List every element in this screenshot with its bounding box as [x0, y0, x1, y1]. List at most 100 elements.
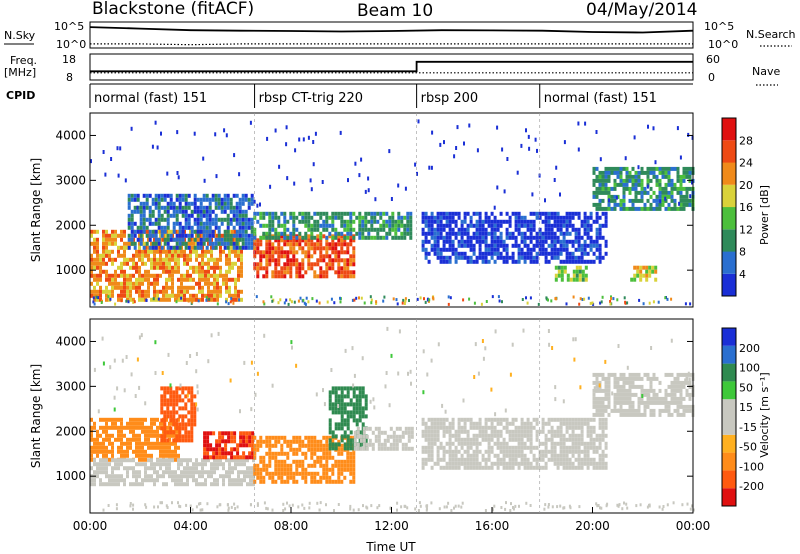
data-cell — [163, 225, 167, 230]
data-cell — [670, 178, 674, 183]
data-cell — [353, 438, 357, 443]
data-cell — [172, 390, 176, 395]
data-cell — [640, 182, 644, 187]
data-cell — [526, 437, 530, 442]
data-cell — [517, 441, 521, 446]
data-cell — [175, 394, 179, 399]
data-cell — [208, 229, 212, 234]
data-cell — [328, 455, 332, 460]
data-cell — [478, 441, 482, 446]
data-cell — [640, 178, 644, 183]
data-cell — [184, 434, 188, 439]
data-cell — [142, 217, 146, 222]
data-cell — [295, 258, 299, 263]
data-cell — [141, 457, 144, 462]
data-cell — [186, 462, 189, 467]
data-cell — [310, 463, 314, 468]
data-cell — [242, 439, 246, 444]
data-cell — [141, 253, 144, 258]
data-cell — [532, 247, 536, 252]
data-cell — [592, 465, 596, 470]
data-cell — [430, 235, 434, 240]
data-cell — [577, 243, 581, 248]
data-cell — [469, 223, 473, 228]
data-cell — [183, 253, 186, 258]
data-cell — [301, 443, 305, 448]
data-cell — [589, 223, 593, 228]
data-cell — [550, 227, 554, 232]
data-cell — [361, 386, 365, 391]
data-cell — [377, 442, 381, 447]
data-cell — [633, 135, 636, 140]
data-cell — [184, 422, 188, 427]
data-cell — [293, 181, 296, 186]
data-cell — [637, 182, 641, 187]
data-cell — [111, 241, 114, 246]
data-cell — [125, 299, 128, 303]
data-cell — [286, 471, 290, 476]
data-cell — [490, 461, 494, 466]
data-cell — [535, 429, 539, 434]
data-cell — [442, 433, 446, 438]
data-cell — [343, 238, 347, 243]
data-cell — [265, 471, 269, 476]
data-cell — [559, 417, 563, 422]
data-cell — [670, 380, 674, 385]
data-cell — [228, 269, 231, 274]
data-cell — [478, 465, 482, 470]
data-cell — [238, 201, 242, 206]
data-cell — [469, 465, 473, 470]
data-cell — [478, 449, 482, 454]
data-cell — [90, 425, 93, 430]
data-cell — [595, 130, 598, 134]
data-cell — [454, 235, 458, 240]
data-cell — [331, 430, 335, 435]
data-cell — [634, 198, 638, 203]
data-cell — [226, 201, 230, 206]
data-cell — [274, 270, 278, 275]
data-cell — [550, 449, 554, 454]
data-cell — [484, 449, 488, 454]
data-cell — [538, 227, 542, 232]
data-cell — [168, 265, 171, 270]
data-cell — [445, 223, 449, 228]
data-cell — [135, 482, 138, 487]
data-cell — [150, 462, 153, 467]
data-cell — [90, 478, 93, 483]
data-cell — [141, 297, 144, 302]
data-cell — [238, 298, 241, 302]
data-cell — [493, 247, 497, 252]
data-cell — [193, 410, 197, 415]
data-cell — [175, 197, 179, 202]
data-cell — [160, 426, 164, 431]
data-cell — [448, 433, 452, 438]
data-cell — [316, 262, 320, 267]
colorbar-tick-label: 8 — [739, 246, 746, 259]
data-cell — [184, 394, 188, 399]
data-cell — [181, 422, 185, 427]
data-cell — [649, 400, 653, 405]
data-cell — [96, 273, 99, 278]
data-cell — [679, 384, 683, 389]
data-cell — [595, 445, 599, 450]
data-cell — [439, 231, 443, 236]
data-cell — [592, 417, 596, 422]
data-cell — [253, 435, 257, 440]
data-cell — [550, 251, 554, 256]
data-cell — [592, 251, 596, 256]
data-cell — [253, 211, 257, 216]
data-cell — [346, 219, 350, 224]
data-cell — [211, 245, 215, 250]
data-cell — [664, 408, 668, 413]
data-cell — [111, 478, 114, 483]
data-cell — [469, 461, 473, 466]
data-cell — [138, 445, 141, 450]
data-cell — [637, 165, 640, 170]
data-cell — [640, 396, 644, 401]
data-cell — [331, 402, 335, 407]
data-cell — [612, 297, 615, 301]
data-cell — [241, 193, 245, 198]
data-cell — [619, 400, 623, 405]
data-cell — [670, 412, 674, 417]
data-cell — [193, 221, 197, 226]
